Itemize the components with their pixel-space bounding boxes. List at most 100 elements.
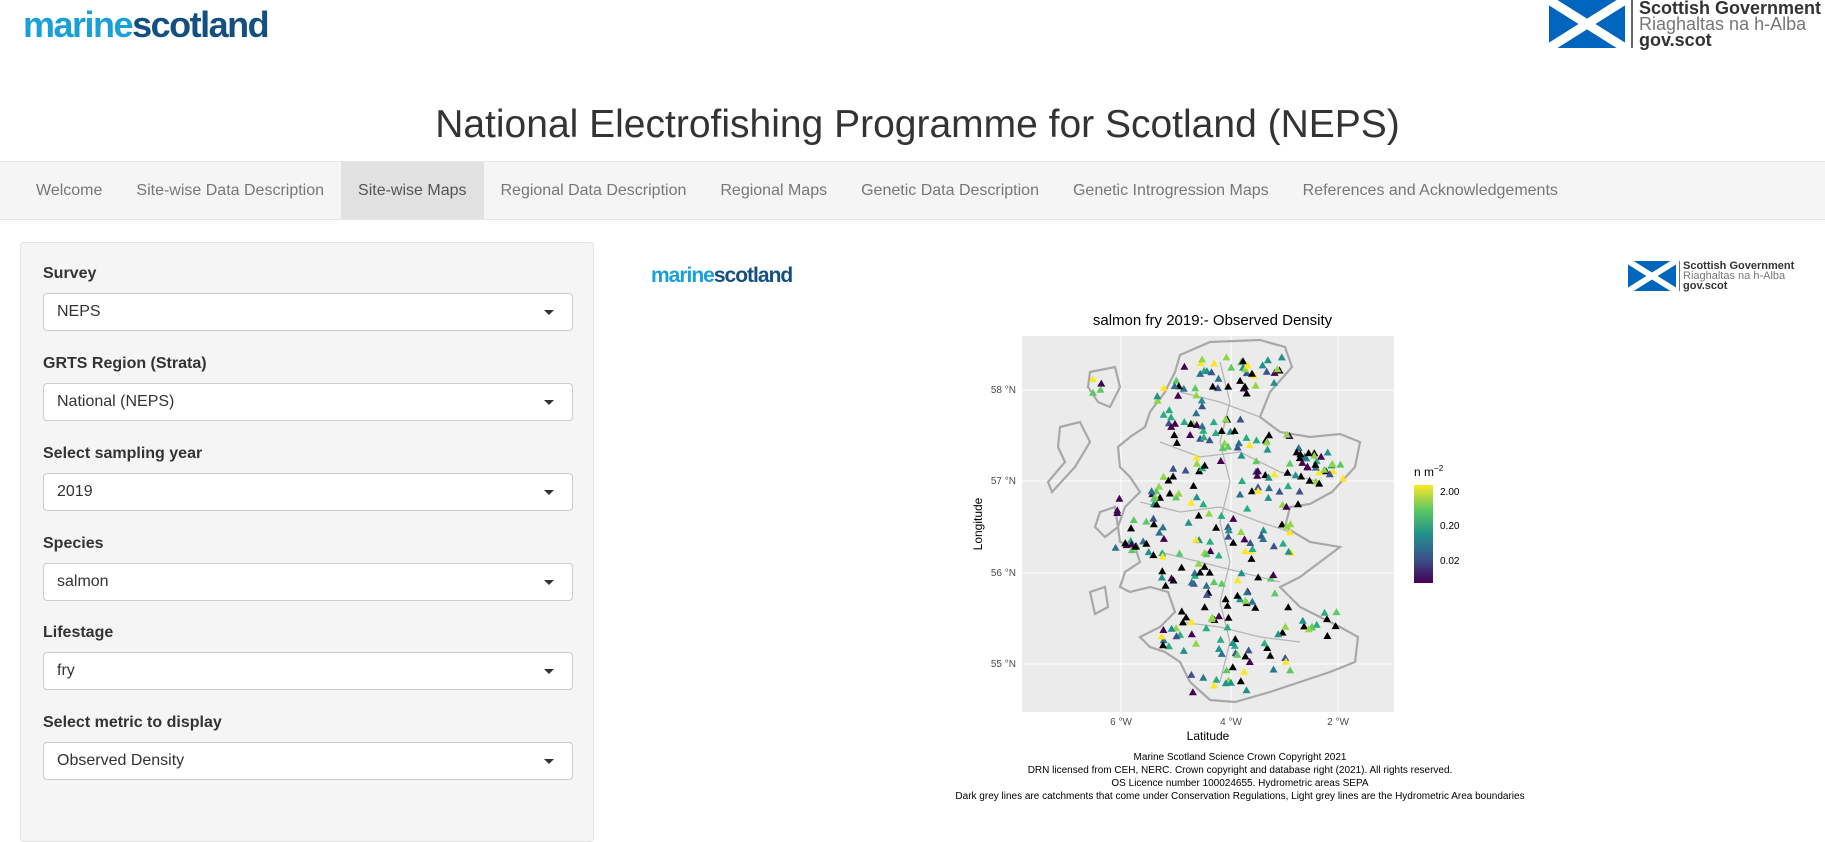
- site-marker: [1089, 388, 1097, 396]
- site-marker: [1298, 616, 1307, 624]
- metric-select[interactable]: Observed Density: [43, 742, 573, 780]
- site-marker: [1286, 666, 1295, 674]
- y-axis: 58 °N 57 °N 56 °N 55 °N: [991, 385, 1016, 670]
- site-marker: [1242, 686, 1251, 694]
- site-marker: [1179, 646, 1188, 654]
- site-marker: [1192, 421, 1201, 428]
- site-marker: [1202, 590, 1211, 598]
- site-marker: [1157, 573, 1166, 581]
- site-marker: [1224, 442, 1233, 450]
- survey-select[interactable]: NEPS: [43, 293, 573, 331]
- site-marker: [1247, 487, 1256, 495]
- site-marker: [1228, 639, 1237, 646]
- tab-references[interactable]: References and Acknowledgements: [1302, 182, 1558, 199]
- site-marker: [1187, 498, 1196, 506]
- site-marker: [1158, 549, 1167, 557]
- site-marker: [1304, 625, 1313, 633]
- region-field: GRTS Region (Strata) National (NEPS): [43, 355, 573, 421]
- site-marker: [1157, 632, 1166, 640]
- site-marker: [1221, 415, 1230, 423]
- site-marker: [1205, 436, 1214, 444]
- tab-regional-maps[interactable]: Regional Maps: [720, 182, 828, 199]
- tab-welcome[interactable]: Welcome: [36, 182, 103, 199]
- site-marker: [1159, 636, 1168, 644]
- site-marker: [1149, 514, 1158, 522]
- site-marker: [1217, 649, 1226, 657]
- site-marker: [1186, 431, 1195, 438]
- site-marker: [1298, 458, 1307, 466]
- marine-scotland-logo[interactable]: marinescotland: [23, 4, 270, 46]
- site-marker: [1312, 620, 1321, 628]
- site-marker: [1217, 579, 1226, 587]
- site-marker: [1227, 363, 1236, 371]
- site-marker: [1206, 547, 1215, 555]
- site-marker: [1177, 563, 1186, 571]
- site-marker: [1186, 419, 1195, 427]
- site-marker: [1295, 487, 1304, 495]
- site-marker: [1172, 632, 1181, 640]
- map-credits: Marine Scotland Science Crown Copyright …: [620, 751, 1825, 803]
- site-marker: [1155, 528, 1164, 536]
- site-marker: [1191, 535, 1200, 543]
- region-value: National (NEPS): [57, 393, 175, 410]
- site-marker: [1240, 535, 1249, 543]
- site-marker: [1320, 608, 1329, 616]
- map-logo-divider: [1679, 261, 1680, 291]
- site-marker: [1159, 383, 1168, 391]
- tab-genetic-introgression-maps[interactable]: Genetic Introgression Maps: [1072, 182, 1269, 199]
- site-marker: [1217, 427, 1226, 434]
- site-marker: [1310, 451, 1319, 459]
- site-marker: [1254, 486, 1263, 494]
- site-marker: [1149, 520, 1158, 528]
- tab-regional-data-description[interactable]: Regional Data Description: [500, 182, 687, 199]
- site-marker: [1165, 406, 1174, 414]
- map-logo-marine: marine: [651, 264, 715, 287]
- tab-site-wise-data-description[interactable]: Site-wise Data Description: [136, 182, 325, 199]
- species-select[interactable]: salmon: [43, 563, 573, 601]
- site-marker: [1196, 568, 1205, 576]
- tab-genetic-data-description[interactable]: Genetic Data Description: [861, 182, 1039, 199]
- site-marker: [1278, 628, 1287, 636]
- site-marker: [1200, 562, 1209, 570]
- site-marker: [1149, 494, 1158, 502]
- scottish-government-logo[interactable]: Scottish Government Riaghaltas na h-Alba…: [1549, 0, 1821, 52]
- site-marker: [1165, 489, 1174, 497]
- chevron-down-icon: [544, 310, 554, 315]
- site-marker: [1270, 470, 1279, 478]
- species-field: Species salmon: [43, 535, 573, 601]
- site-marker: [1224, 532, 1233, 540]
- site-marker: [1242, 369, 1251, 377]
- site-marker: [1153, 392, 1162, 400]
- site-marker: [1269, 542, 1278, 550]
- site-marker: [1233, 576, 1242, 584]
- site-marker: [1258, 361, 1267, 369]
- y-axis-title: Longitude: [971, 497, 985, 550]
- site-marker: [1172, 493, 1181, 501]
- year-select[interactable]: 2019: [43, 473, 573, 511]
- y-tick-label: 55 °N: [991, 659, 1016, 670]
- site-marker: [1159, 641, 1167, 649]
- site-marker: [1207, 615, 1216, 622]
- site-marker: [1164, 476, 1173, 484]
- credit-line: DRN licensed from CEH, NERC. Crown copyr…: [1027, 765, 1453, 776]
- site-marker: [1259, 526, 1268, 534]
- chevron-down-icon: [544, 400, 554, 405]
- site-marker: [1236, 415, 1245, 423]
- lifestage-select[interactable]: fry: [43, 652, 573, 690]
- svg-text:n m−2: n m−2: [1414, 464, 1444, 479]
- site-marker: [1303, 463, 1312, 471]
- tab-site-wise-maps[interactable]: Site-wise Maps: [341, 162, 484, 219]
- site-marker: [1339, 474, 1348, 482]
- site-marker: [1281, 622, 1290, 630]
- species-value: salmon: [57, 573, 109, 590]
- site-marker: [1226, 678, 1235, 686]
- site-marker: [1248, 545, 1257, 552]
- y-tick-label: 56 °N: [991, 568, 1016, 579]
- site-marker: [1253, 467, 1262, 475]
- site-marker: [1263, 644, 1272, 651]
- site-marker: [1242, 389, 1251, 397]
- region-select[interactable]: National (NEPS): [43, 383, 573, 421]
- year-value: 2019: [57, 483, 93, 500]
- site-marker: [1161, 581, 1170, 589]
- site-marker: [1167, 624, 1176, 632]
